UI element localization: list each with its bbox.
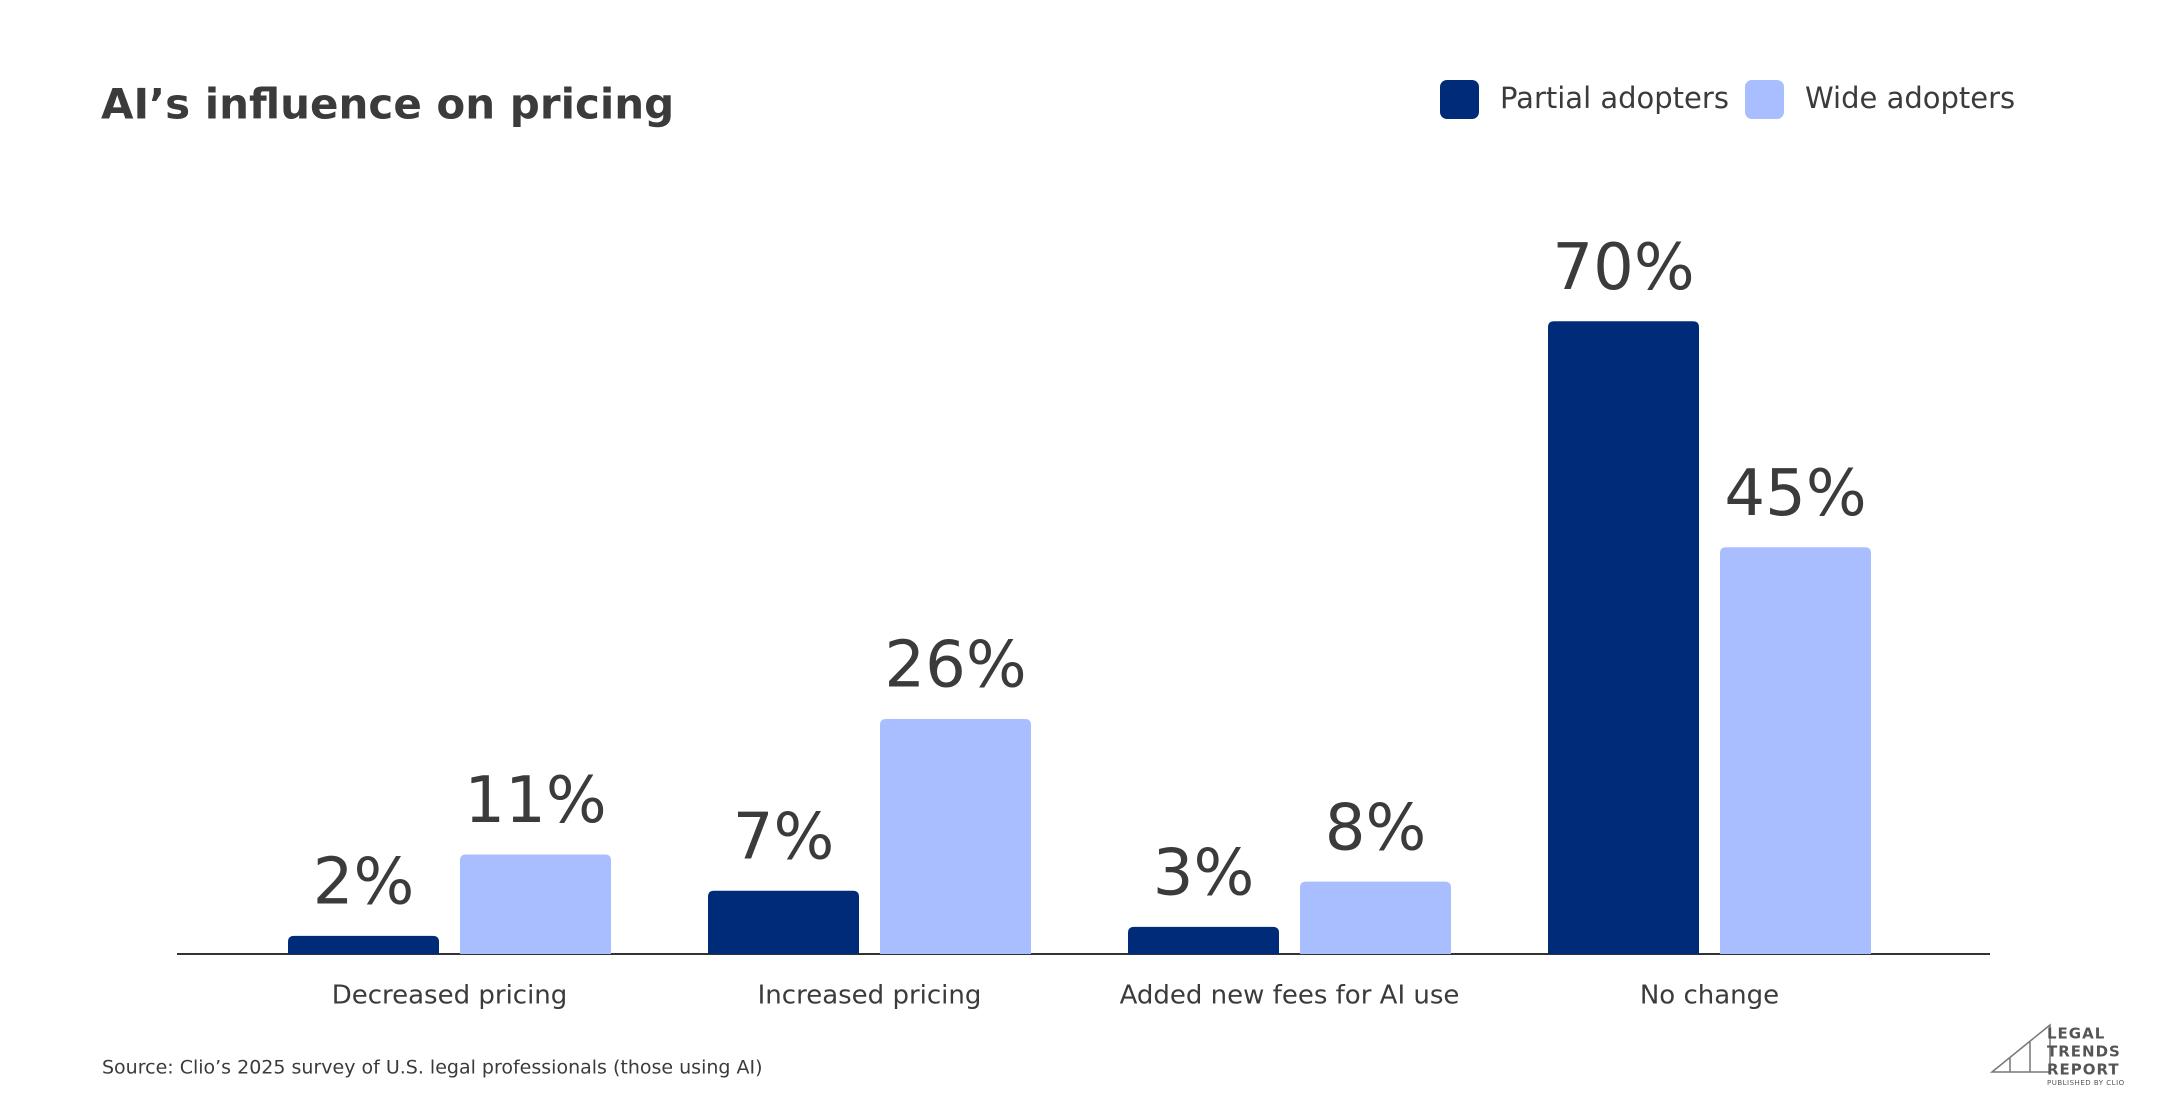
bar bbox=[880, 718, 1031, 954]
bar bbox=[460, 854, 611, 954]
legend-label: Partial adopters bbox=[1500, 81, 1729, 115]
bar bbox=[1128, 926, 1279, 954]
data-label: 45% bbox=[1724, 457, 1866, 531]
bar bbox=[1548, 321, 1699, 954]
logo-text: REPORT bbox=[2047, 1061, 2120, 1079]
data-label: 2% bbox=[313, 845, 415, 919]
bar bbox=[288, 935, 439, 954]
data-label: 70% bbox=[1552, 231, 1694, 305]
data-label: 8% bbox=[1325, 791, 1427, 865]
logo-graphic bbox=[1989, 1023, 2051, 1073]
bar bbox=[708, 890, 859, 954]
data-label: 11% bbox=[464, 764, 606, 838]
data-label: 7% bbox=[733, 800, 835, 874]
legend-swatch bbox=[1745, 80, 1784, 119]
bar bbox=[1300, 881, 1451, 954]
logo-text: LEGAL bbox=[2047, 1025, 2105, 1043]
chart-title: AI’s influence on pricing bbox=[101, 80, 674, 129]
legend-swatch bbox=[1440, 80, 1479, 119]
x-tick-label: Increased pricing bbox=[758, 981, 982, 1011]
data-label: 26% bbox=[884, 629, 1026, 703]
x-tick-label: Added new fees for AI use bbox=[1120, 981, 1460, 1011]
logo-text: TRENDS bbox=[2047, 1043, 2121, 1061]
logo-text: PUBLISHED BY CLIO bbox=[2047, 1079, 2125, 1087]
data-label: 3% bbox=[1153, 836, 1255, 910]
source: Source: Clio’s 2025 survey of U.S. legal… bbox=[102, 1057, 763, 1079]
x-tick-label: No change bbox=[1640, 981, 1779, 1011]
legend-label: Wide adopters bbox=[1805, 81, 2015, 115]
x-tick-label: Decreased pricing bbox=[332, 981, 568, 1011]
bar bbox=[1720, 547, 1871, 954]
